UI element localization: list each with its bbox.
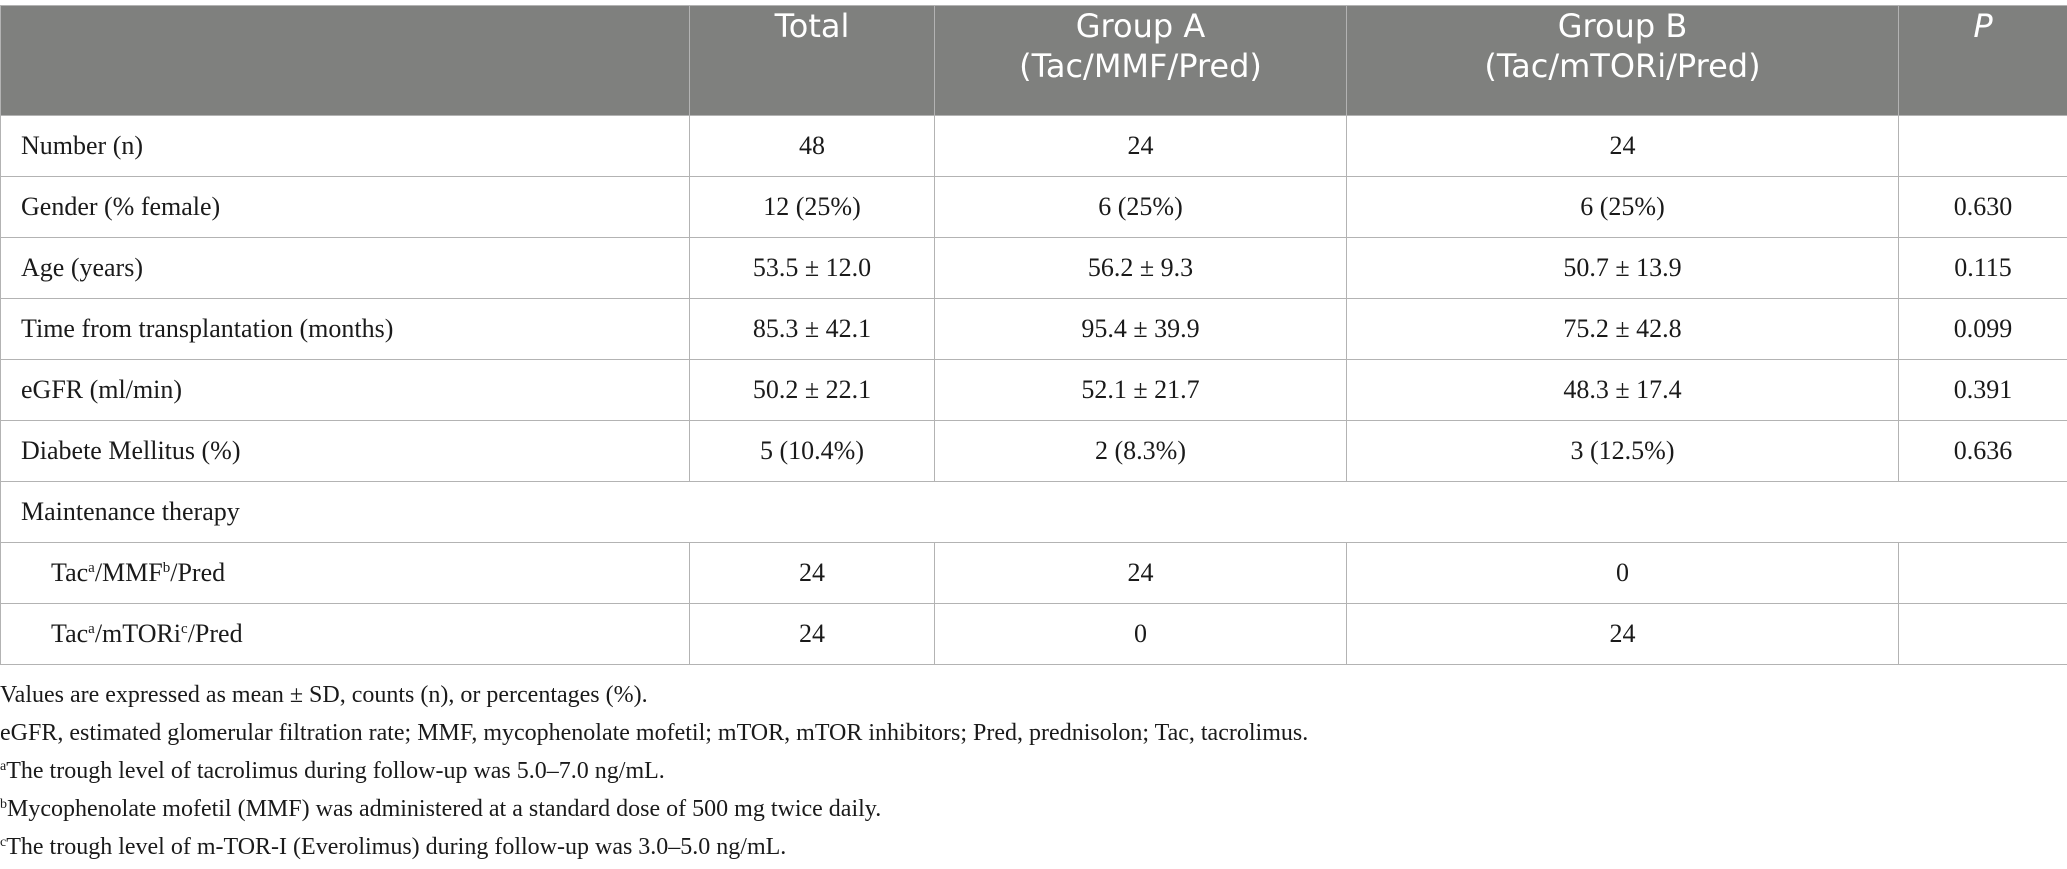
table-row: Gender (% female) 12 (25%) 6 (25%) 6 (25… [0,176,2067,238]
footnote: eGFR, estimated glomerular filtration ra… [0,714,2067,752]
cell-total: 24 [689,542,935,604]
row-label: Gender (% female) [0,176,690,238]
cell-group-a: 2 (8.3%) [934,420,1347,482]
row-label: Diabete Mellitus (%) [0,420,690,482]
table-row: eGFR (ml/min) 50.2 ± 22.1 52.1 ± 21.7 48… [0,359,2067,421]
cell-p-value [1898,542,2067,604]
cell-p-value: 0.115 [1898,237,2067,299]
cell-group-b: 50.7 ± 13.9 [1346,237,1899,299]
cell-group-b: 3 (12.5%) [1346,420,1899,482]
cell-group-a: 24 [934,115,1347,177]
header-total: Total [689,5,935,116]
table-row: Time from transplantation (months) 85.3 … [0,298,2067,360]
footnote-text: The trough level of tacrolimus during fo… [6,758,665,784]
cell-group-a: 52.1 ± 21.7 [934,359,1347,421]
regimen-part: /mTORi [94,619,182,648]
row-label: Age (years) [0,237,690,299]
header-group-b-name: Group B [1557,7,1688,45]
section-row: Maintenance therapy [0,481,2067,543]
row-label: Time from transplantation (months) [0,298,690,360]
row-label: Taca/MMFb/Pred [0,542,690,604]
baseline-table: Total Group A (Tac/MMF/Pred) Group B (Ta… [0,5,2067,665]
cell-group-a: 24 [934,542,1347,604]
cell-group-a: 0 [934,603,1347,665]
cell-total: 5 (10.4%) [689,420,935,482]
cell-p-value: 0.630 [1898,176,2067,238]
header-label-cell [0,5,690,116]
table-body: Number (n) 48 24 24 Gender (% female) 12… [0,115,2067,665]
table-header: Total Group A (Tac/MMF/Pred) Group B (Ta… [0,5,2067,116]
header-group-b: Group B (Tac/mTORi/Pred) [1346,5,1899,116]
cell-group-b: 48.3 ± 17.4 [1346,359,1899,421]
cell-group-b: 24 [1346,115,1899,177]
row-label: Taca/mTORic/Pred [0,603,690,665]
cell-total: 24 [689,603,935,665]
header-group-b-regimen: (Tac/mTORi/Pred) [1484,47,1761,85]
regimen-part: Tac [51,619,89,648]
footnote-text: Values are expressed as mean ± SD, count… [0,682,648,708]
footnote-marker: c [0,835,7,850]
footnote-marker: a [88,560,95,576]
regimen-part: Tac [51,558,89,587]
cell-group-a: 56.2 ± 9.3 [934,237,1347,299]
footnote: cThe trough level of m-TOR-I (Everolimus… [0,828,2067,866]
header-group-a-name: Group A [1075,7,1206,45]
header-group-a: Group A (Tac/MMF/Pred) [934,5,1347,116]
cell-group-b: 24 [1346,603,1899,665]
header-p-value: P [1898,5,2067,116]
table-row: Taca/MMFb/Pred 24 24 0 [0,542,2067,604]
cell-p-value: 0.099 [1898,298,2067,360]
cell-total: 85.3 ± 42.1 [689,298,935,360]
cell-total: 50.2 ± 22.1 [689,359,935,421]
table-row: Age (years) 53.5 ± 12.0 56.2 ± 9.3 50.7 … [0,237,2067,299]
footnote-marker: a [88,621,95,637]
row-label: eGFR (ml/min) [0,359,690,421]
footnote: bMycophenolate mofetil (MMF) was adminis… [0,790,2067,828]
footnote: aThe trough level of tacrolimus during f… [0,752,2067,790]
cell-total: 48 [689,115,935,177]
cell-p-value [1898,115,2067,177]
footnote-text: eGFR, estimated glomerular filtration ra… [0,720,1309,746]
cell-group-b: 6 (25%) [1346,176,1899,238]
table-row: Diabete Mellitus (%) 5 (10.4%) 2 (8.3%) … [0,420,2067,482]
table-footnotes: Values are expressed as mean ± SD, count… [0,676,2067,866]
regimen-part: /Pred [170,558,226,587]
footnote-marker: c [181,621,188,637]
table-row: Taca/mTORic/Pred 24 0 24 [0,603,2067,665]
footnote-text: Mycophenolate mofetil (MMF) was administ… [7,796,882,822]
footnote-marker: b [0,797,7,812]
cell-group-a: 95.4 ± 39.9 [934,298,1347,360]
cell-group-b: 0 [1346,542,1899,604]
footnote-marker: a [0,759,7,774]
footnote: Values are expressed as mean ± SD, count… [0,676,2067,714]
cell-group-b: 75.2 ± 42.8 [1346,298,1899,360]
section-label: Maintenance therapy [0,481,2067,543]
footnote-marker: b [162,560,171,576]
header-group-a-regimen: (Tac/MMF/Pred) [1019,47,1262,85]
footnote-text: The trough level of m-TOR-I (Everolimus)… [6,834,787,860]
cell-group-a: 6 (25%) [934,176,1347,238]
cell-p-value: 0.636 [1898,420,2067,482]
table-row: Number (n) 48 24 24 [0,115,2067,177]
cell-total: 53.5 ± 12.0 [689,237,935,299]
cell-p-value: 0.391 [1898,359,2067,421]
regimen-part: /MMF [94,558,163,587]
cell-total: 12 (25%) [689,176,935,238]
regimen-part: /Pred [187,619,243,648]
row-label: Number (n) [0,115,690,177]
cell-p-value [1898,603,2067,665]
